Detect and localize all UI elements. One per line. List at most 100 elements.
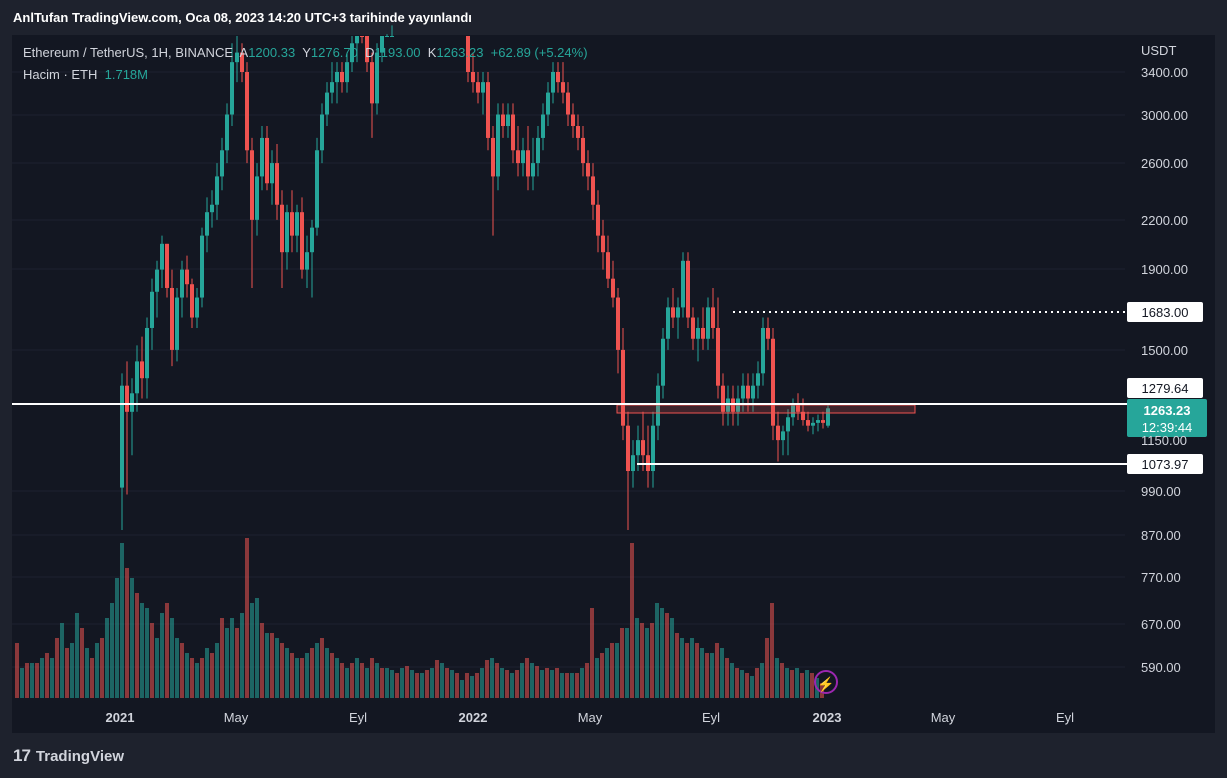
volume-bar bbox=[310, 648, 314, 698]
candle-body bbox=[686, 260, 690, 318]
volume-bar bbox=[185, 653, 189, 698]
volume-bar bbox=[490, 658, 494, 698]
candle-body bbox=[541, 114, 545, 138]
candle-body bbox=[180, 269, 184, 298]
high-value: 1276.70 bbox=[310, 45, 358, 60]
volume-bar bbox=[455, 673, 459, 698]
volume-bar bbox=[215, 643, 219, 698]
candle-body bbox=[801, 411, 805, 421]
price-label: 1073.97 bbox=[1142, 457, 1189, 472]
x-tick-label: 2022 bbox=[459, 710, 488, 725]
volume-bar bbox=[670, 618, 674, 698]
candle-body bbox=[380, 36, 384, 53]
volume-bar bbox=[625, 628, 629, 698]
volume-bar bbox=[560, 673, 564, 698]
candle-body bbox=[370, 62, 374, 104]
volume-bar bbox=[220, 618, 224, 698]
volume-bar bbox=[415, 673, 419, 698]
x-tick-label: May bbox=[931, 710, 956, 725]
volume-value: 1.718M bbox=[104, 67, 148, 82]
candle-body bbox=[651, 425, 655, 472]
candle-body bbox=[185, 269, 189, 285]
y-tick-label: 670.00 bbox=[1141, 617, 1181, 632]
volume-bar bbox=[110, 603, 114, 698]
volume-bar bbox=[535, 666, 539, 698]
low-value: 1193.00 bbox=[374, 45, 421, 60]
candle-body bbox=[340, 72, 344, 83]
candle-body bbox=[235, 52, 239, 63]
volume-bar bbox=[525, 658, 529, 698]
candle-body bbox=[255, 176, 259, 220]
y-tick-label: 3400.00 bbox=[1141, 65, 1188, 80]
volume-bar bbox=[450, 670, 454, 698]
candle-body bbox=[285, 212, 289, 253]
volume-bar bbox=[115, 578, 119, 698]
volume-bar bbox=[645, 628, 649, 698]
volume-bar bbox=[775, 658, 779, 698]
volume-bar bbox=[395, 673, 399, 698]
x-tick-label: Eyl bbox=[702, 710, 720, 725]
symbol-legend: Ethereum / TetherUS, 1H, BINANCE A1200.3… bbox=[23, 45, 588, 60]
volume-bar bbox=[255, 598, 259, 698]
candle-body bbox=[360, 36, 364, 37]
candle-body bbox=[601, 235, 605, 253]
candle-body bbox=[491, 137, 495, 177]
volume-bar bbox=[75, 613, 79, 698]
candle-body bbox=[621, 349, 625, 426]
y-tick-label: 3000.00 bbox=[1141, 108, 1188, 123]
volume-bar bbox=[695, 643, 699, 698]
candle-body bbox=[335, 72, 339, 83]
volume-bar bbox=[420, 673, 424, 698]
volume-bar bbox=[240, 613, 244, 698]
volume-bar bbox=[360, 663, 364, 698]
volume-bar bbox=[760, 663, 764, 698]
volume-bar bbox=[385, 668, 389, 698]
chart-area[interactable] bbox=[12, 35, 1215, 733]
volume-bar bbox=[540, 670, 544, 698]
volume-bar bbox=[315, 643, 319, 698]
volume-bar bbox=[320, 638, 324, 698]
x-tick-label: May bbox=[578, 710, 603, 725]
lightning-icon[interactable]: ⚡ bbox=[814, 670, 838, 694]
volume-bar bbox=[160, 613, 164, 698]
volume-bar bbox=[755, 668, 759, 698]
volume-bar bbox=[580, 668, 584, 698]
candle-body bbox=[581, 137, 585, 164]
y-tick-label: 770.00 bbox=[1141, 570, 1181, 585]
price-label: 1279.64 bbox=[1142, 381, 1189, 396]
volume-bar bbox=[605, 648, 609, 698]
volume-bar bbox=[410, 670, 414, 698]
candle-body bbox=[771, 338, 775, 426]
candle-body bbox=[355, 36, 359, 44]
candle-body bbox=[586, 163, 590, 177]
current-price-box bbox=[1127, 399, 1207, 437]
volume-bar bbox=[600, 653, 604, 698]
volume-bar bbox=[125, 568, 129, 698]
volume-bar bbox=[710, 653, 714, 698]
candle-body bbox=[676, 307, 680, 318]
candle-body bbox=[746, 385, 750, 399]
volume-bar bbox=[275, 638, 279, 698]
volume-bar bbox=[375, 663, 379, 698]
price-label-box bbox=[1127, 302, 1203, 322]
volume-bar bbox=[245, 538, 249, 698]
volume-bar bbox=[570, 673, 574, 698]
volume-bar bbox=[330, 653, 334, 698]
volume-bar bbox=[20, 668, 24, 698]
volume-bar bbox=[750, 676, 754, 698]
open-value: 1200.33 bbox=[248, 45, 296, 60]
low-label: D bbox=[365, 45, 375, 60]
change-value: +62.89 (+5.24%) bbox=[490, 45, 588, 60]
candle-body bbox=[170, 287, 174, 350]
volume-bar bbox=[280, 643, 284, 698]
candle-body bbox=[315, 150, 319, 228]
y-tick-label: 1150.00 bbox=[1141, 433, 1187, 448]
candle-body bbox=[506, 114, 510, 127]
y-tick-label: 2200.00 bbox=[1141, 213, 1188, 228]
candle-body bbox=[616, 297, 620, 350]
volume-bar bbox=[30, 663, 34, 698]
high-label: Y bbox=[302, 45, 311, 60]
volume-bar bbox=[150, 623, 154, 698]
volume-bar bbox=[350, 663, 354, 698]
